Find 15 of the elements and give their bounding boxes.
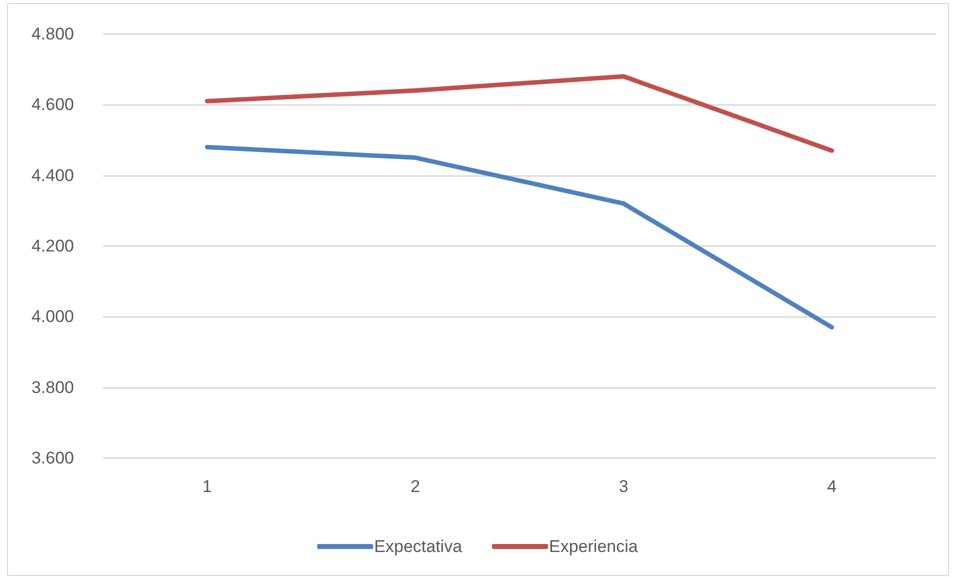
x-tick-label: 2 [410, 477, 420, 496]
y-tick-label: 4.200 [31, 236, 74, 256]
x-tick-label: 1 [202, 477, 212, 496]
y-tick-label: 4.600 [31, 95, 74, 114]
legend-label: Expectativa [374, 537, 463, 556]
y-tick-label: 4.400 [31, 166, 74, 185]
line-series [204, 74, 834, 153]
x-tick-label: 3 [618, 477, 628, 496]
y-tick-label: 3.800 [31, 378, 74, 397]
x-tick-label: 4 [827, 477, 837, 496]
legend-label: Experiencia [549, 537, 638, 556]
y-tick-label: 4.000 [31, 307, 74, 326]
line-series [204, 144, 834, 330]
y-tick-label: 4.800 [31, 24, 74, 44]
y-tick-label: 3.600 [31, 448, 74, 468]
